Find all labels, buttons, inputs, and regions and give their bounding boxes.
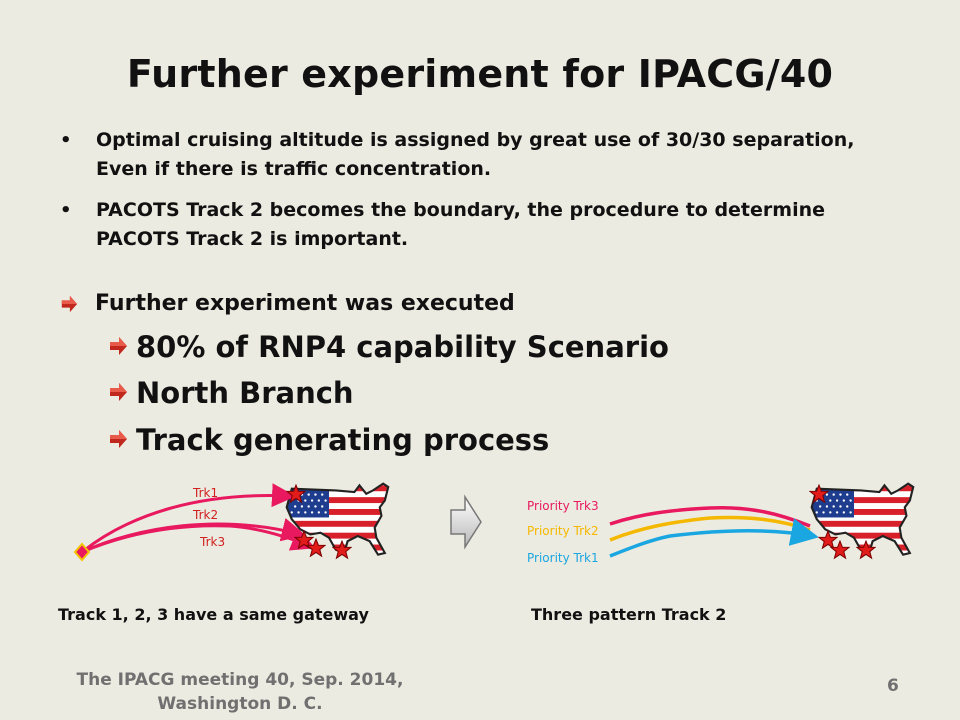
red-arrow-bullet-icon	[108, 429, 128, 449]
footer-line: The IPACG meeting 40, Sep. 2014,	[76, 670, 404, 690]
bullet-item: • PACOTS Track 2 becomes the boundary, t…	[60, 196, 880, 254]
track-label: Trk3	[199, 535, 225, 549]
sub-point-text: 80% of RNP4 capability Scenario	[136, 330, 669, 364]
track-2-line	[81, 517, 306, 554]
red-star-icon	[830, 540, 850, 559]
priority-label: Priority Trk2	[527, 524, 599, 538]
page-title: Further experiment for IPACG/40	[126, 52, 834, 96]
bullet-item: • Optimal cruising altitude is assigned …	[60, 126, 880, 184]
priority-label: Priority Trk1	[527, 551, 599, 565]
sub-point: North Branch	[108, 375, 354, 411]
track-3-line	[81, 524, 316, 554]
footer-meeting-info: The IPACG meeting 40, Sep. 2014, Washing…	[60, 668, 420, 716]
priority-track-3-line	[609, 505, 811, 528]
right-track-diagram: Priority Trk3 Priority Trk2 Priority Trk…	[527, 474, 920, 565]
right-diagram-caption: Three pattern Track 2	[531, 605, 727, 624]
track-1-line	[81, 483, 296, 554]
bullet-dot-icon: •	[60, 130, 72, 151]
red-arrow-bullet-icon	[108, 336, 128, 356]
red-star-icon	[306, 538, 326, 557]
red-arrow-bullet-icon	[60, 295, 78, 313]
track-label: Trk1	[192, 486, 218, 500]
main-point: Further experiment was executed	[60, 289, 515, 319]
bullet-list: • Optimal cruising altitude is assigned …	[60, 126, 880, 266]
priority-track-2-line	[609, 515, 811, 542]
footer-line: Washington D. C.	[157, 694, 323, 714]
bullet-text: Optimal cruising altitude is assigned by…	[96, 129, 855, 180]
red-arrow-bullet-icon	[108, 382, 128, 402]
bullet-text: PACOTS Track 2 becomes the boundary, the…	[96, 199, 825, 250]
main-point-text: Further experiment was executed	[95, 291, 515, 316]
sub-point: 80% of RNP4 capability Scenario	[108, 329, 669, 365]
sub-point-text: Track generating process	[136, 423, 550, 457]
diamond-gateway-icon	[73, 542, 91, 562]
priority-label: Priority Trk3	[527, 499, 599, 513]
left-track-diagram: Trk1 Trk2 Trk3	[73, 474, 400, 562]
sub-point-text: North Branch	[136, 376, 354, 410]
bullet-dot-icon: •	[60, 200, 72, 221]
left-diagram-caption: Track 1, 2, 3 have a same gateway	[58, 605, 369, 624]
track-label: Trk2	[192, 508, 218, 522]
gray-right-arrow-icon	[450, 494, 482, 550]
sub-point: Track generating process	[108, 422, 549, 458]
priority-track-1-line	[609, 518, 819, 558]
page-number: 6	[887, 676, 899, 696]
